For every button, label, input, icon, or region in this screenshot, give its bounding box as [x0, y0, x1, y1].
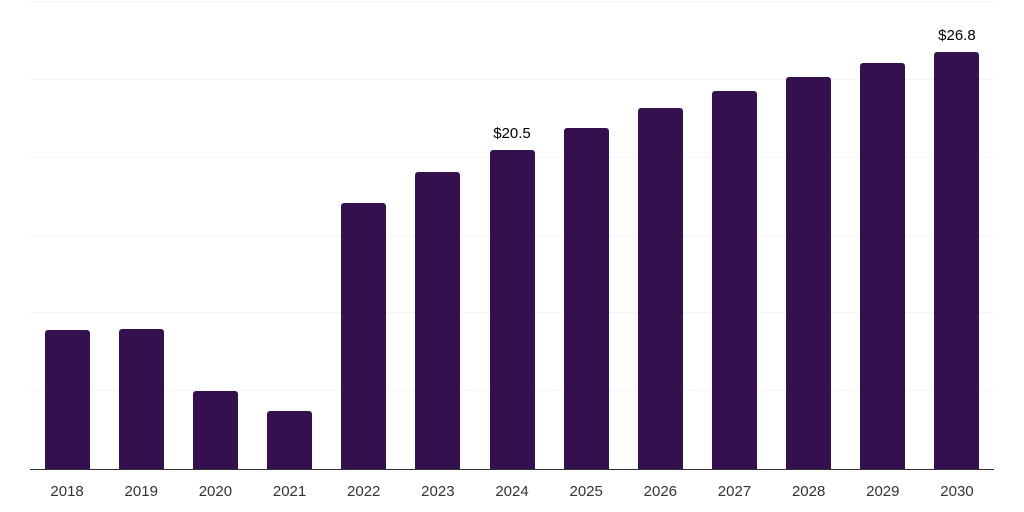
x-axis-labels: 2018 2019 2020 2021 2022 2023 2024 2025 2026 2027…: [30, 482, 994, 502]
x-tick-2028: 2028: [791, 483, 826, 500]
bar-2024: [489, 149, 535, 469]
bar-2018: [44, 330, 90, 469]
bar-2021: [267, 411, 313, 469]
bar-2030: [934, 51, 980, 469]
value-label-2030: $26.8: [938, 26, 976, 44]
gridline-30: [30, 1, 994, 2]
value-label-2024: $20.5: [493, 124, 531, 142]
bar-2020: [192, 391, 238, 469]
plot-area: $20.5 $26.8: [30, 1, 994, 470]
x-tick-2026: 2026: [643, 483, 678, 500]
x-tick-2023: 2023: [421, 483, 455, 500]
bar-2028: [786, 76, 832, 469]
x-tick-2021: 2021: [272, 483, 307, 500]
x-tick-2020: 2020: [198, 483, 233, 500]
bar-2025: [563, 128, 609, 469]
bar-2029: [860, 62, 906, 469]
bar-2019: [118, 328, 164, 469]
x-tick-2019: 2019: [124, 483, 158, 500]
x-tick-2030: 2030: [940, 483, 974, 500]
gridline-25: [30, 78, 994, 80]
x-tick-2027: 2027: [717, 483, 752, 500]
bar-2027: [711, 90, 757, 469]
bar-2022: [341, 202, 387, 469]
x-tick-2029: 2029: [866, 483, 900, 500]
x-tick-2022: 2022: [347, 483, 381, 500]
bar-2023: [415, 171, 461, 469]
x-tick-2024: 2024: [495, 483, 529, 500]
x-tick-2025: 2025: [569, 483, 603, 500]
x-tick-2018: 2018: [50, 483, 84, 500]
bar-2026: [637, 107, 683, 469]
